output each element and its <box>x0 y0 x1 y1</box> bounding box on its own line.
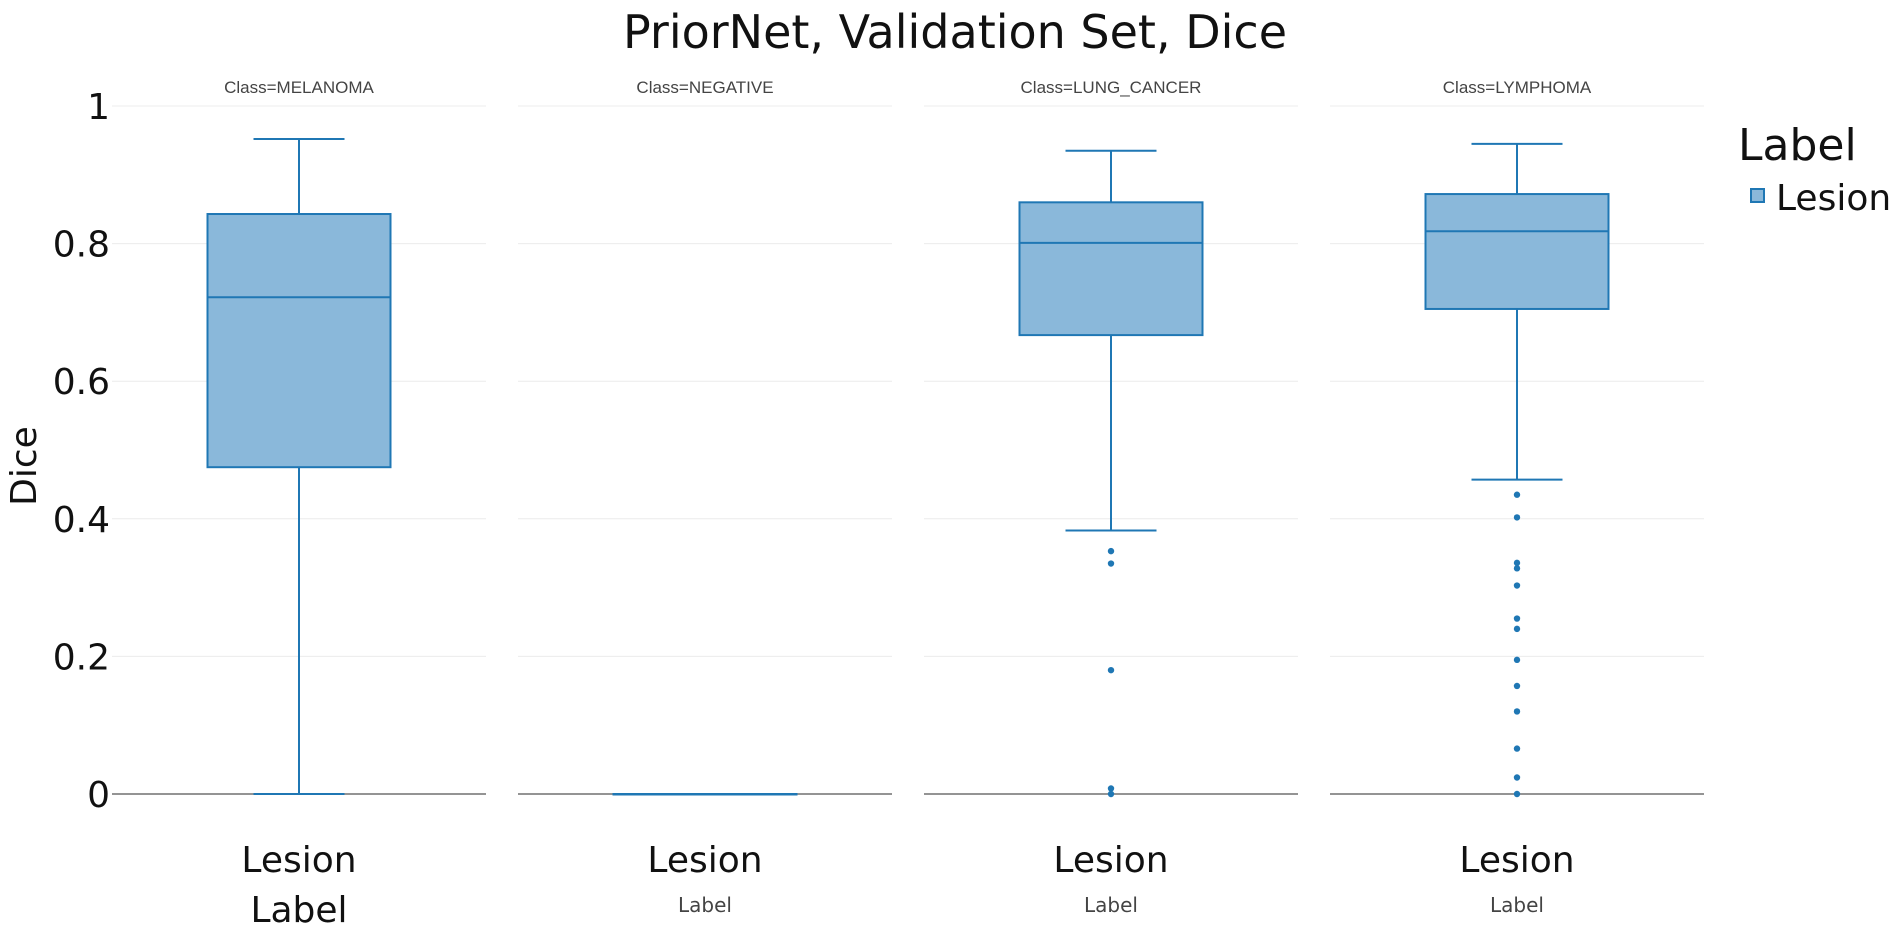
facet-label: Class=NEGATIVE <box>636 78 773 97</box>
outlier-point <box>1513 774 1521 781</box>
y-tick-labels: 0 0.2 0.4 0.6 0.8 1 <box>53 87 110 816</box>
y-tick-label: 0.8 <box>53 225 110 266</box>
outlier-point <box>1513 559 1521 567</box>
outlier-point <box>1513 745 1521 752</box>
outlier-point <box>1513 514 1521 521</box>
x-axis-label: Label <box>250 890 347 931</box>
outlier-point <box>1107 785 1115 792</box>
outlier-point <box>1107 666 1115 674</box>
outlier-point <box>1107 547 1115 555</box>
y-tick-label: 0.6 <box>53 362 110 403</box>
facet-lymphoma: Class=LYMPHOMA Lesion Label <box>1330 78 1704 917</box>
box-iqr <box>206 213 392 469</box>
outlier-point <box>1513 565 1521 572</box>
outlier-point <box>1513 790 1521 798</box>
outlier-point <box>1513 656 1521 664</box>
chart-title: PriorNet, Validation Set, Dice <box>623 5 1287 59</box>
y-tick-label: 0.2 <box>53 637 110 678</box>
outlier-point <box>1513 615 1521 622</box>
x-tick-label: Lesion <box>241 840 356 881</box>
facet-label: Class=MELANOMA <box>224 78 374 97</box>
outlier-point <box>1513 625 1521 633</box>
y-axis-label: Dice <box>4 426 45 506</box>
x-tick-label: Lesion <box>647 840 762 881</box>
facets: Class=MELANOMA Lesion Label Class=NEGATIVE L… <box>112 78 1704 931</box>
facet-lung-cancer: Class=LUNG_CANCER Lesion Label <box>924 78 1298 917</box>
x-axis-label: Label <box>1490 893 1544 917</box>
box-iqr <box>1018 201 1204 337</box>
outlier-point <box>1107 790 1115 798</box>
outlier-point <box>1513 708 1521 715</box>
outlier-point <box>1513 491 1521 498</box>
outlier-point <box>1513 682 1521 690</box>
y-tick-label: 1 <box>87 87 110 128</box>
legend-entry-lesion: Lesion <box>1776 178 1891 219</box>
outlier-point <box>1513 582 1521 589</box>
facet-label: Class=LUNG_CANCER <box>1021 78 1202 97</box>
x-axis-label: Label <box>678 893 732 917</box>
facet-negative: Class=NEGATIVE Lesion Label <box>518 78 892 917</box>
y-tick-label: 0.4 <box>53 500 110 541</box>
legend: Label Lesion <box>1738 120 1891 219</box>
x-tick-label: Lesion <box>1053 840 1168 881</box>
facet-label: Class=LYMPHOMA <box>1443 78 1592 97</box>
x-tick-label: Lesion <box>1459 840 1574 881</box>
box-iqr <box>1424 193 1610 310</box>
y-tick-label: 0 <box>87 775 110 816</box>
outlier-point <box>1107 560 1115 567</box>
legend-title: Label <box>1738 120 1857 171</box>
facet-melanoma: Class=MELANOMA Lesion Label <box>112 78 486 931</box>
legend-swatch-lesion <box>1750 188 1765 203</box>
x-axis-label: Label <box>1084 893 1138 917</box>
